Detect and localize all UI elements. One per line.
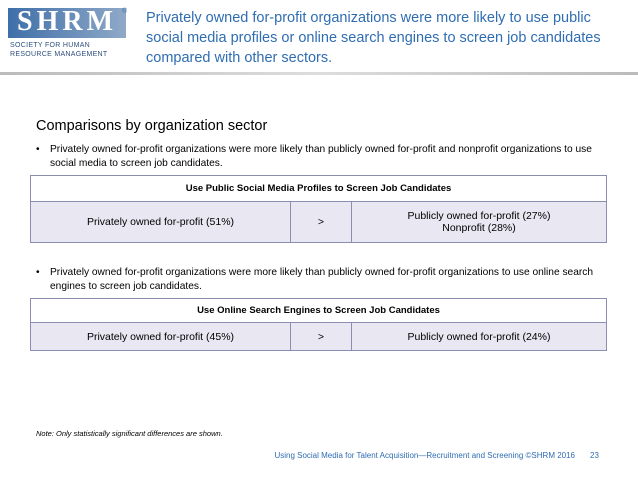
cell-line: Publicly owned for-profit (27%) — [407, 210, 551, 222]
table-title: Use Online Search Engines to Screen Job … — [30, 298, 607, 323]
footer-source: Using Social Media for Talent Acquisitio… — [274, 451, 575, 460]
cell: Publicly owned for-profit (27%) Nonprofi… — [351, 201, 607, 243]
cell: Publicly owned for-profit (24%) — [351, 322, 607, 351]
bullet: Privately owned for-profit organizations… — [36, 143, 606, 171]
divider — [0, 72, 638, 75]
logo-mark: ® — [122, 8, 128, 15]
cell: > — [290, 322, 352, 351]
section-title: Comparisons by organization sector — [36, 118, 268, 134]
table-title: Use Public Social Media Profiles to Scre… — [30, 175, 607, 202]
logo-subtitle: SOCIETY FOR HUMAN — [10, 42, 91, 49]
logo-background — [8, 8, 126, 38]
bullet: Privately owned for-profit organizations… — [36, 266, 606, 294]
comparison-table: Use Online Search Engines to Screen Job … — [30, 298, 607, 351]
note: Note: Only statistically significant dif… — [36, 429, 223, 438]
logo-subtitle: RESOURCE MANAGEMENT — [10, 51, 108, 58]
cell: Privately owned for-profit (51%) — [30, 201, 291, 243]
page-number: 23 — [590, 451, 599, 460]
cell-line: Publicly owned for-profit (24%) — [407, 330, 551, 343]
cell: Privately owned for-profit (45%) — [30, 322, 291, 351]
slide-title: Privately owned for-profit organizations… — [146, 10, 601, 66]
logo-name: SHRM — [17, 6, 117, 37]
cell: > — [290, 201, 352, 243]
comparison-table: Use Public Social Media Profiles to Scre… — [30, 175, 607, 243]
cell-line: Nonprofit (28%) — [442, 222, 516, 234]
